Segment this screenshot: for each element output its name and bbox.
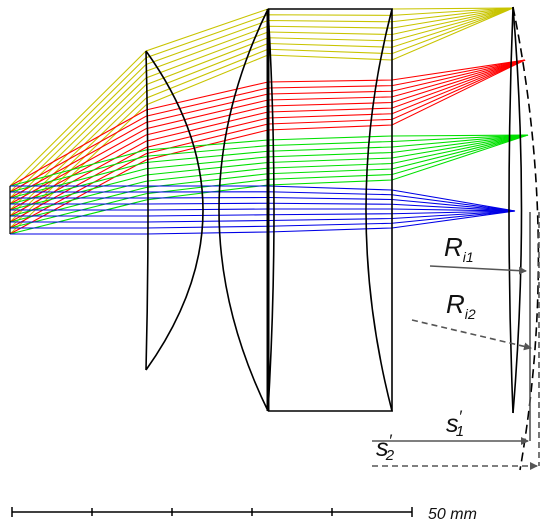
r-i1-arrow bbox=[429, 265, 527, 275]
svg-text:Ri1: Ri1 bbox=[444, 232, 474, 265]
image-surface-1 bbox=[512, 6, 523, 414]
label-s1: s′ 1 bbox=[446, 407, 464, 440]
ray bbox=[10, 191, 516, 212]
lens-element-1 bbox=[145, 50, 204, 371]
label-r-i1: Ri1 bbox=[444, 232, 474, 265]
svg-text:Ri2: Ri2 bbox=[446, 289, 476, 322]
r-i2-arrow bbox=[411, 319, 532, 351]
ray-bundle-yellow bbox=[9, 7, 514, 235]
scale-bar bbox=[11, 507, 413, 517]
image-surface-1-back bbox=[508, 6, 514, 414]
lens-element-3 bbox=[268, 8, 394, 412]
ray bbox=[9, 7, 514, 235]
lens-group bbox=[145, 6, 540, 471]
label-s2: s′ 2 bbox=[376, 431, 395, 464]
lens-element-2 bbox=[218, 8, 275, 412]
label-r-i2: Ri2 bbox=[446, 289, 476, 322]
ray bbox=[10, 210, 516, 229]
svg-text:s′2: s′ 2 bbox=[376, 431, 395, 464]
svg-text:s′1: s′ 1 bbox=[446, 407, 464, 440]
radius-arrows bbox=[372, 212, 540, 470]
scale-bar-label: 50 mm bbox=[428, 506, 477, 523]
image-surface-2 bbox=[512, 6, 540, 471]
